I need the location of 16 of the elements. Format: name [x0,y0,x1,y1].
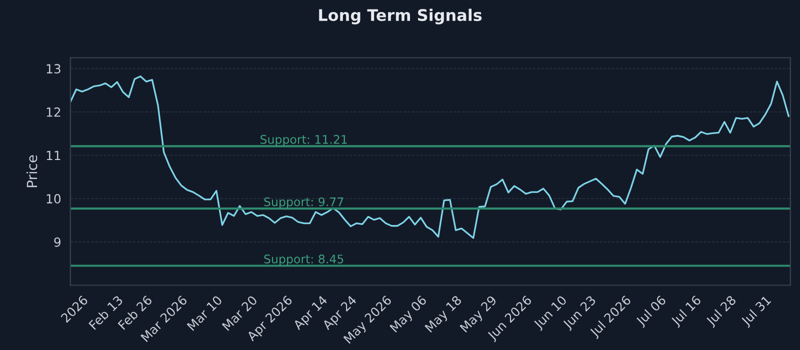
y-tick-label: 10 [46,194,61,204]
chart-title: Long Term Signals [319,8,482,24]
ref-line-label: Support: 8.45 [264,254,344,266]
x-tick-label: Jul 31 [740,295,773,328]
y-tick-label: 12 [46,107,60,117]
x-tick-label: Mar 10 [186,295,223,331]
y-tick-label: 11 [46,150,60,160]
ref-line-label: Support: 9.77 [264,197,344,209]
y-tick-label: 13 [46,64,60,74]
ref-line-label: Support: 11.21 [260,134,347,146]
x-tick-label: Jul 06 [635,294,668,328]
x-tick-label: Jul 28 [705,294,738,328]
y-tick-label: 9 [54,237,60,247]
x-tick-label: Jul 16 [670,294,704,328]
line-series [70,76,790,239]
y-axis-title: Price [26,155,38,188]
